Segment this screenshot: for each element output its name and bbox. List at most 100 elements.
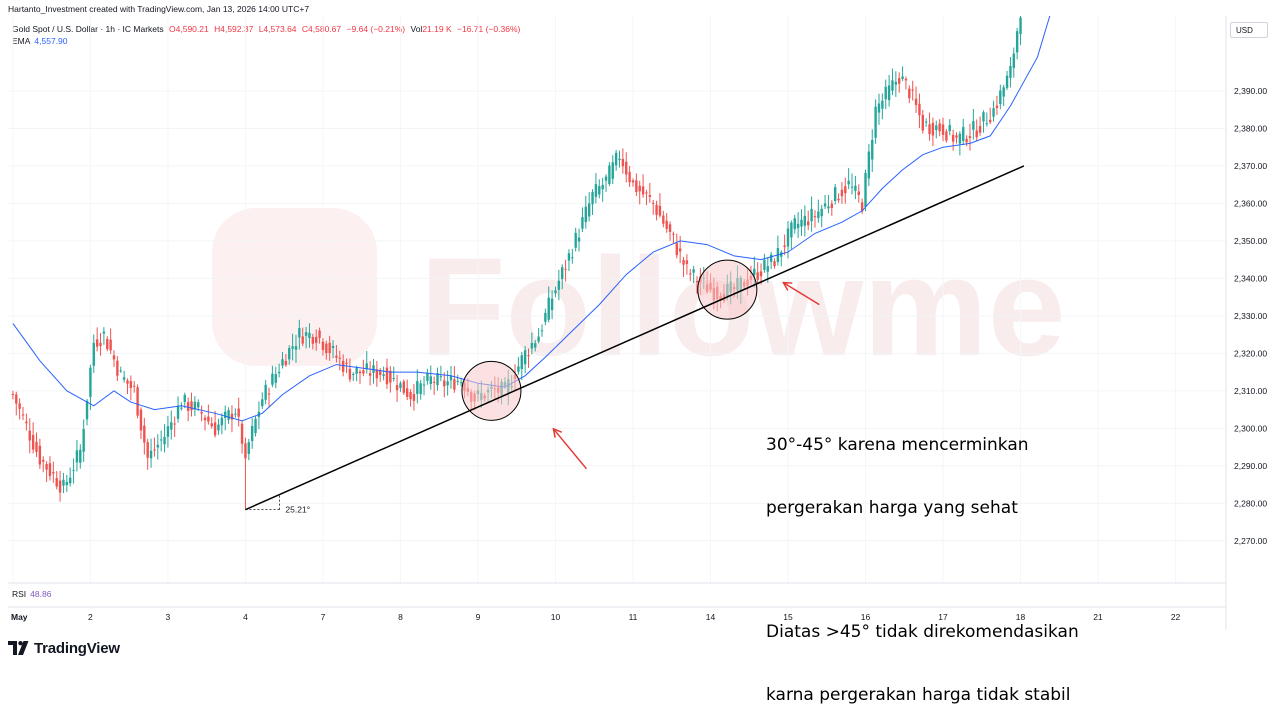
candle xyxy=(631,180,635,183)
candle xyxy=(850,186,854,188)
candle xyxy=(453,379,456,390)
candle xyxy=(540,330,544,332)
price-change: −9.64 (−0.21%) xyxy=(346,24,406,34)
candle xyxy=(31,434,35,450)
highlight-circle[interactable] xyxy=(461,360,522,421)
candle xyxy=(25,421,28,424)
candle xyxy=(379,370,382,375)
price-axis[interactable]: 2,270.00 2,280.00 2,290.00 2,300.00 2,310.00… xyxy=(1234,86,1267,546)
candle xyxy=(48,463,52,477)
candle xyxy=(753,268,756,275)
candle xyxy=(341,360,345,372)
candle xyxy=(678,248,682,252)
candle xyxy=(769,254,773,262)
candle xyxy=(288,348,291,360)
annotation-text[interactable]: 30°-45° karena mencerminkan pergerakan h… xyxy=(766,393,1079,727)
candle xyxy=(668,224,672,232)
symbol-legend: Gold Spot / U.S. Dollar · 1h · IC Market… xyxy=(12,24,520,34)
candle xyxy=(587,203,591,217)
candle xyxy=(921,114,924,131)
price-chart[interactable]: Followme 25.21° 2,270.00 2,280.00 2,290.00… xyxy=(0,0,1280,668)
tradingview-logo[interactable]: TradingView xyxy=(8,639,120,657)
candle xyxy=(109,339,112,351)
time-tick-label: 2 xyxy=(88,612,93,622)
candle xyxy=(294,346,298,350)
candle xyxy=(55,478,58,487)
candle xyxy=(908,88,911,99)
candle xyxy=(335,355,338,358)
candle xyxy=(655,204,658,215)
candle xyxy=(978,125,982,133)
candle xyxy=(577,237,581,242)
candle xyxy=(291,346,294,349)
time-axis[interactable]: May 2 3 4 7 8 9 10 11 14 15 16 17 18 21 22 xyxy=(11,612,1181,622)
candle xyxy=(621,158,625,167)
candle xyxy=(79,449,82,463)
highlight-circle[interactable] xyxy=(697,259,758,320)
arrow-head xyxy=(552,427,563,438)
candle xyxy=(62,479,65,486)
annotation-line: pergerakan harga yang sehat xyxy=(766,498,1018,518)
candle xyxy=(840,189,844,197)
candle xyxy=(254,418,257,434)
candle xyxy=(796,223,800,229)
price-tick-label: 2,300.00 xyxy=(1234,423,1267,433)
candle xyxy=(331,346,335,348)
candle xyxy=(42,459,45,462)
time-tick-label: 4 xyxy=(243,612,248,622)
candle xyxy=(412,393,416,401)
candle xyxy=(567,253,571,261)
candle xyxy=(244,443,247,459)
candle xyxy=(28,430,31,441)
arrow-line[interactable] xyxy=(552,428,588,470)
annotation-line: Diatas >45° tidak direkomendasikan xyxy=(766,622,1079,642)
time-tick-label: 3 xyxy=(166,612,171,622)
candle xyxy=(975,130,978,138)
candle xyxy=(894,81,898,85)
price-tick-label: 2,320.00 xyxy=(1234,348,1267,358)
symbol-name[interactable]: Gold Spot / U.S. Dollar · 1h · IC Market… xyxy=(12,24,164,34)
time-tick-label: 15 xyxy=(783,612,793,622)
candle xyxy=(422,384,426,386)
candle xyxy=(217,424,220,431)
candle xyxy=(277,371,281,374)
candle xyxy=(598,186,601,195)
candle xyxy=(780,252,783,257)
ema-line[interactable] xyxy=(12,12,1051,422)
candle xyxy=(1005,75,1009,88)
candle xyxy=(911,89,914,91)
candle xyxy=(365,363,368,370)
time-tick-label: 21 xyxy=(1093,612,1103,622)
candle xyxy=(325,343,328,354)
candle xyxy=(65,481,69,486)
candle xyxy=(790,222,793,238)
candle xyxy=(948,125,951,132)
candle xyxy=(800,219,803,227)
candle xyxy=(594,184,598,197)
time-tick-label: 17 xyxy=(938,612,948,622)
candle xyxy=(116,360,119,376)
candle xyxy=(227,410,230,420)
watermark: Followme xyxy=(212,208,1066,385)
currency-selector[interactable]: USD xyxy=(1230,22,1268,38)
trendline[interactable] xyxy=(245,165,1025,511)
candle xyxy=(183,394,186,402)
price-tick-label: 2,280.00 xyxy=(1234,498,1267,508)
rsi-legend[interactable]: RSI 48.86 xyxy=(12,589,51,599)
candle xyxy=(1015,31,1019,53)
candle xyxy=(999,90,1002,105)
candle xyxy=(672,233,675,235)
candle xyxy=(648,195,652,197)
candle xyxy=(898,78,901,84)
candle xyxy=(197,402,200,408)
angle-label: 25.21° xyxy=(285,505,310,515)
arrow-head xyxy=(782,281,793,291)
tradingview-brand: TradingView xyxy=(34,639,120,657)
ema-legend[interactable]: EMA 4,557.90 xyxy=(12,36,68,46)
candle xyxy=(874,106,877,138)
candle xyxy=(962,127,965,142)
candle xyxy=(867,151,871,179)
candle xyxy=(119,370,122,372)
time-tick-label: 14 xyxy=(706,612,716,622)
arrow-line[interactable] xyxy=(782,281,820,306)
